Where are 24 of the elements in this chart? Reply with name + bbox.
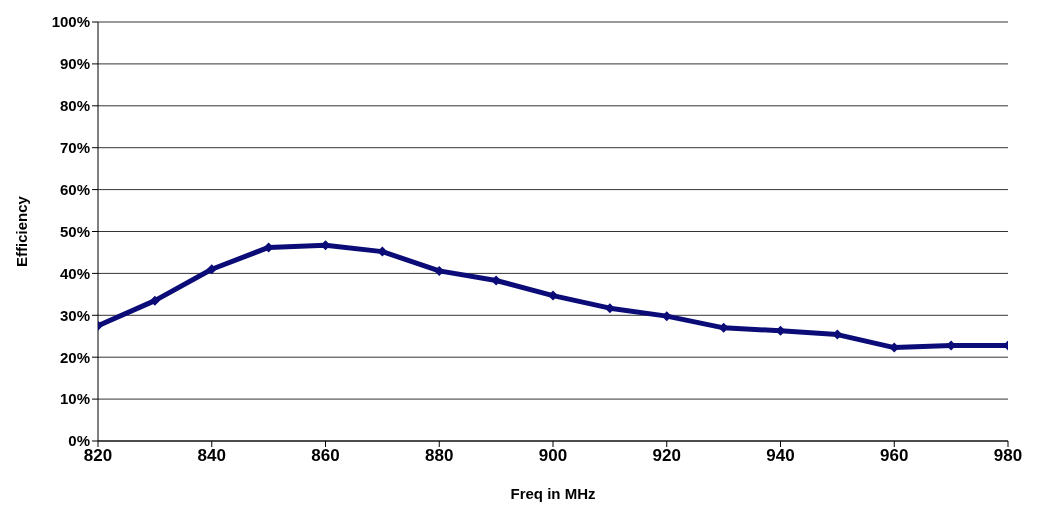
y-tick-label: 100% (51, 13, 90, 31)
y-axis-title: Efficiency (13, 195, 31, 267)
x-tick-label: 880 (425, 446, 454, 466)
point (604, 303, 615, 314)
x-tick-label: 900 (538, 446, 568, 466)
point (548, 290, 558, 301)
x-tick-label: 960 (880, 446, 909, 466)
x-tick-label: 980 (993, 446, 1023, 466)
x-tick-label: 940 (766, 446, 795, 466)
x-tick-label: 920 (652, 446, 681, 466)
y-tick-label: 70% (59, 139, 90, 157)
y-tick-label: 60% (59, 180, 90, 198)
x-tick-label: 840 (197, 446, 226, 466)
y-tick-label: 30% (59, 306, 90, 324)
y-tick-label: 90% (59, 55, 90, 73)
y-tick-label: 80% (59, 97, 90, 115)
y-tick-label: 40% (59, 264, 90, 282)
point (206, 264, 217, 275)
y-tick-label: 20% (59, 348, 90, 366)
point (149, 295, 160, 306)
y-tick-label: 50% (59, 222, 90, 240)
x-tick-label: 860 (311, 446, 340, 466)
y-tick-label: 10% (59, 390, 90, 408)
x-axis-title: Freq in MHz (510, 485, 596, 502)
